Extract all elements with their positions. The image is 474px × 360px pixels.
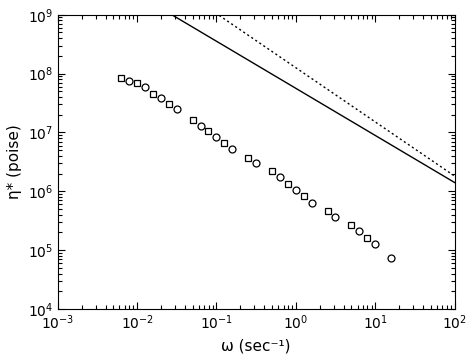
Y-axis label: η* (poise): η* (poise) <box>7 125 22 199</box>
X-axis label: ω (sec⁻¹): ω (sec⁻¹) <box>221 338 291 353</box>
